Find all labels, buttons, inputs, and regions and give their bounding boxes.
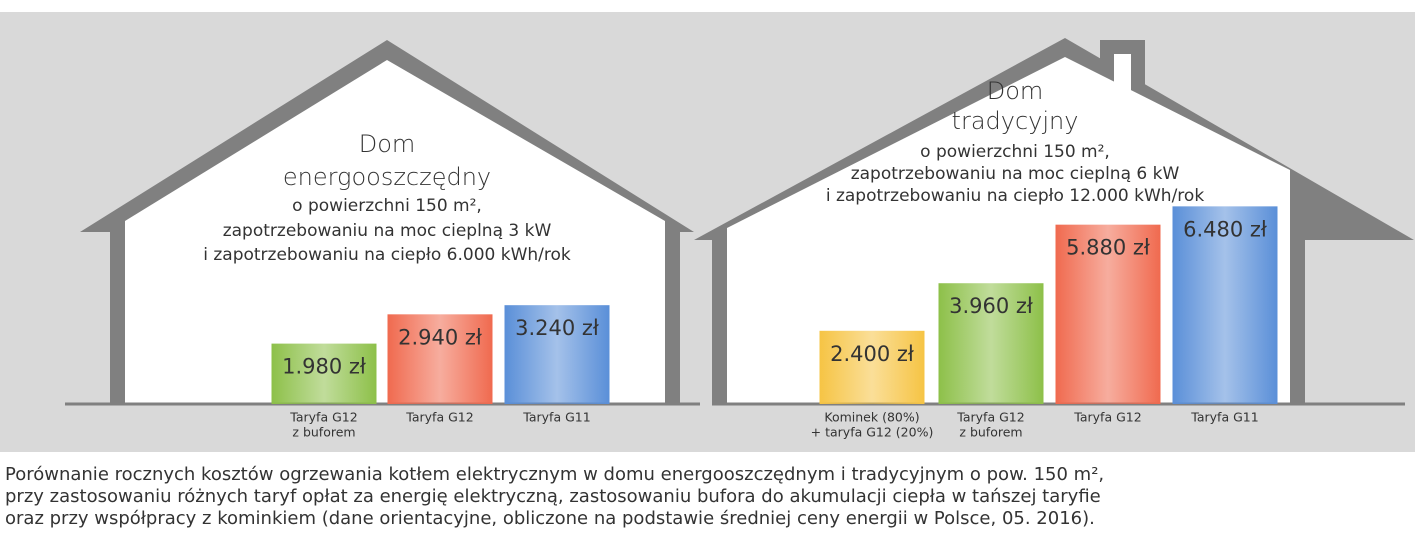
chimney-interior — [1114, 54, 1131, 114]
x-tick-label: Taryfa G12 — [405, 410, 473, 425]
x-tick-label: Taryfa G12 — [956, 410, 1024, 425]
chart-title: Dom — [987, 77, 1044, 105]
x-tick-label: Taryfa G12 — [1073, 410, 1141, 425]
chart-subtitle: zapotrzebowaniu na moc cieplną 3 kW — [223, 221, 552, 241]
chart-subtitle: zapotrzebowaniu na moc cieplną 6 kW — [851, 164, 1180, 184]
x-tick-label: Taryfa G12 — [289, 410, 357, 425]
value-label: 3.960 zł — [949, 294, 1033, 318]
x-tick-label: z buforem — [959, 425, 1022, 440]
chart-subtitle: o powierzchni 150 m², — [292, 196, 482, 216]
value-label: 2.940 zł — [398, 325, 482, 349]
value-label: 6.480 zł — [1183, 217, 1267, 241]
chart-subtitle: i zapotrzebowaniu na ciepło 6.000 kWh/ro… — [203, 245, 571, 265]
caption: Porównanie rocznych kosztów ogrzewania k… — [5, 464, 1104, 485]
value-label: 2.400 zł — [830, 342, 914, 366]
chart-subtitle: o powierzchni 150 m², — [920, 142, 1110, 162]
chart-title: tradycyjny — [952, 107, 1079, 135]
caption: przy zastosowaniu różnych taryf opłat za… — [5, 486, 1101, 507]
value-label: 1.980 zł — [282, 355, 366, 379]
x-tick-label: + taryfa G12 (20%) — [811, 425, 934, 440]
x-tick-label: z buforem — [292, 425, 355, 440]
x-tick-label: Taryfa G11 — [522, 410, 590, 425]
x-tick-label: Taryfa G11 — [1190, 410, 1258, 425]
value-label: 3.240 zł — [515, 316, 599, 340]
chart-title: Dom — [359, 130, 416, 158]
value-label: 5.880 zł — [1066, 236, 1150, 260]
x-tick-label: Kominek (80%) — [824, 410, 919, 425]
caption: oraz przy współpracy z kominkiem (dane o… — [5, 508, 1095, 529]
infographic: Domenergooszczędnyo powierzchni 150 m²,z… — [0, 0, 1415, 552]
chart-title: energooszczędny — [283, 163, 491, 191]
chart-subtitle: i zapotrzebowaniu na ciepło 12.000 kWh/r… — [826, 186, 1204, 206]
